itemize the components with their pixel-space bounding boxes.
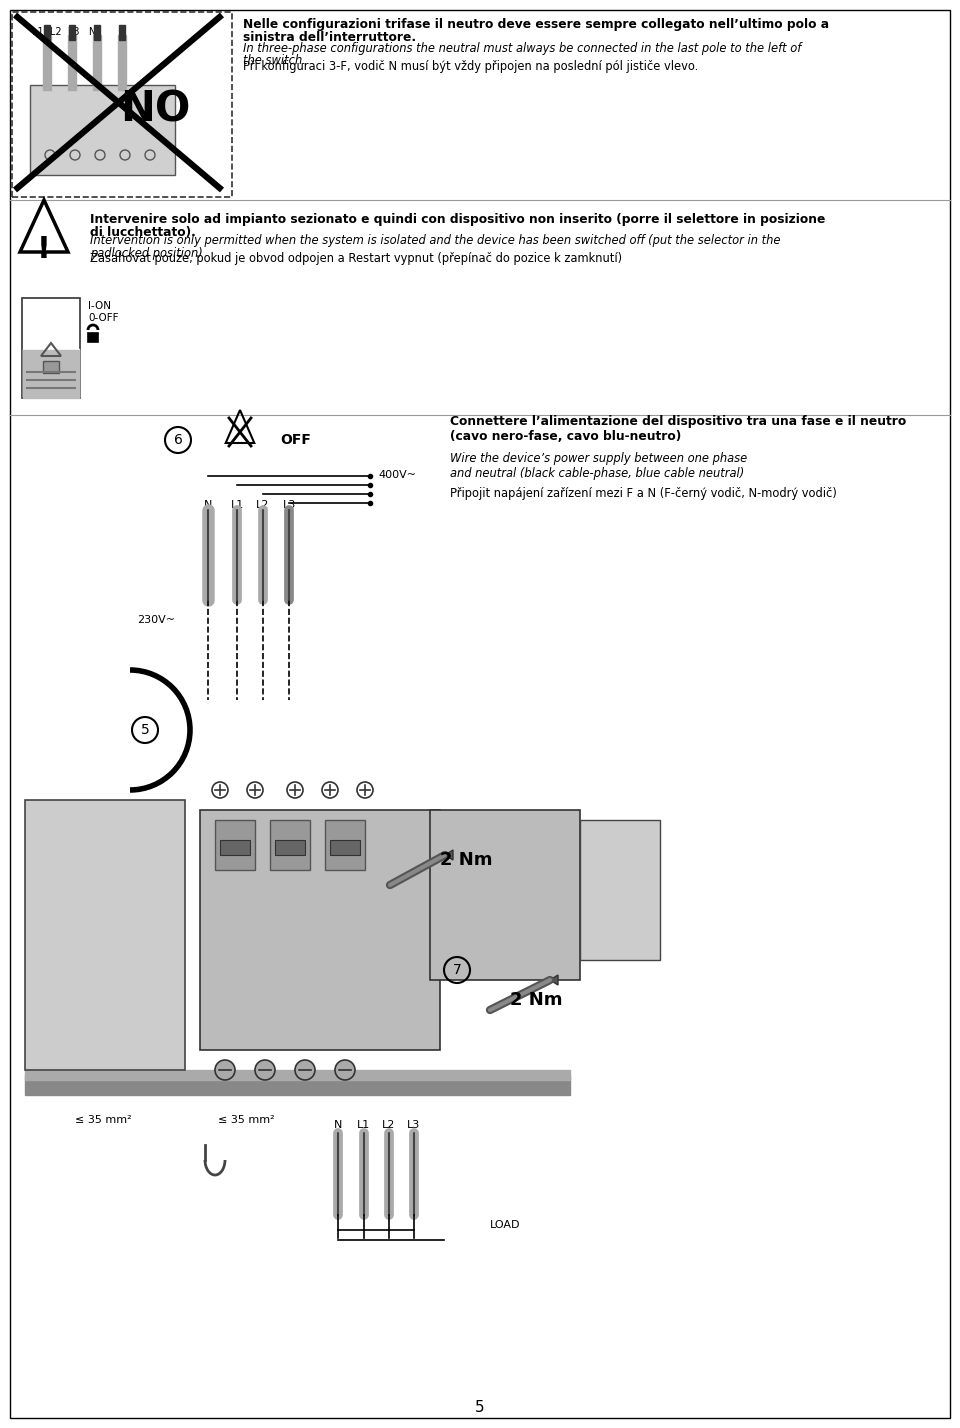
- Text: L3: L3: [282, 500, 296, 510]
- Text: 7: 7: [452, 962, 462, 977]
- Bar: [270, 820, 310, 870]
- Text: 2 Nm: 2 Nm: [440, 851, 492, 870]
- Circle shape: [215, 1060, 235, 1080]
- Bar: [43, 361, 59, 373]
- Text: 5: 5: [140, 723, 150, 737]
- Bar: [430, 810, 580, 980]
- Text: L1: L1: [357, 1120, 371, 1130]
- Bar: [68, 36, 76, 90]
- Text: 6: 6: [174, 433, 182, 447]
- Text: Intervention is only permitted when the system is isolated and the device has be: Intervention is only permitted when the …: [90, 234, 780, 247]
- Text: 0-OFF: 0-OFF: [88, 313, 118, 323]
- Text: the switch.: the switch.: [243, 54, 306, 67]
- Bar: [275, 840, 305, 855]
- Bar: [12, 11, 232, 197]
- Bar: [23, 348, 79, 397]
- Text: (cavo nero-fase, cavo blu-neutro): (cavo nero-fase, cavo blu-neutro): [450, 430, 682, 443]
- Bar: [23, 350, 79, 398]
- Text: sinistra dell’interruttore.: sinistra dell’interruttore.: [243, 31, 416, 44]
- Text: In three-phase configurations the neutral must always be connected in the last p: In three-phase configurations the neutra…: [243, 41, 802, 56]
- Bar: [118, 36, 126, 90]
- Text: OFF: OFF: [280, 433, 311, 447]
- Bar: [580, 820, 660, 960]
- Bar: [22, 298, 80, 398]
- Text: padlocked position): padlocked position): [90, 247, 203, 260]
- Circle shape: [335, 1060, 355, 1080]
- Text: N: N: [204, 500, 212, 510]
- Bar: [325, 820, 365, 870]
- Text: and neutral (black cable-phase, blue cable neutral): and neutral (black cable-phase, blue cab…: [450, 467, 744, 480]
- Circle shape: [255, 1060, 275, 1080]
- Text: N: N: [334, 1120, 342, 1130]
- Bar: [25, 1070, 570, 1080]
- Bar: [330, 840, 360, 855]
- Bar: [44, 26, 50, 40]
- Text: 230V~: 230V~: [137, 615, 175, 625]
- Text: Při konfiguraci 3-F, vodič N musí být vždy připojen na poslední pól jističe vlev: Při konfiguraci 3-F, vodič N musí být vž…: [243, 60, 698, 73]
- Text: LOAD: LOAD: [490, 1220, 520, 1230]
- Text: L1  L2  L3   N: L1 L2 L3 N: [32, 27, 96, 37]
- Bar: [220, 840, 250, 855]
- Bar: [88, 333, 98, 341]
- Bar: [200, 810, 440, 1050]
- Polygon shape: [550, 975, 558, 985]
- Text: Připojit napájení zařízení mezi F a N (F-černý vodič, N-modrý vodič): Připojit napájení zařízení mezi F a N (F…: [450, 487, 837, 500]
- Bar: [30, 86, 175, 176]
- Text: L2: L2: [382, 1120, 396, 1130]
- Text: di lucchettato).: di lucchettato).: [90, 226, 196, 238]
- Text: I-ON: I-ON: [88, 301, 111, 311]
- Bar: [69, 26, 75, 40]
- Text: Intervenire solo ad impianto sezionato e quindi con dispositivo non inserito (po: Intervenire solo ad impianto sezionato e…: [90, 213, 826, 226]
- Text: Zasahovat pouze, pokud je obvod odpojen a Restart vypnut (přepínač do pozice k z: Zasahovat pouze, pokud je obvod odpojen …: [90, 251, 622, 266]
- Bar: [25, 800, 185, 1070]
- Text: ≤ 35 mm²: ≤ 35 mm²: [75, 1115, 132, 1125]
- Text: L2: L2: [256, 500, 270, 510]
- Bar: [93, 36, 101, 90]
- Circle shape: [295, 1060, 315, 1080]
- Bar: [215, 820, 255, 870]
- Bar: [43, 36, 51, 90]
- Text: !: !: [37, 236, 51, 264]
- Bar: [25, 1075, 570, 1095]
- Polygon shape: [445, 850, 453, 860]
- Bar: [94, 26, 100, 40]
- Text: Wire the device’s power supply between one phase: Wire the device’s power supply between o…: [450, 453, 747, 466]
- Text: NO: NO: [120, 89, 190, 131]
- Bar: [119, 26, 125, 40]
- Text: 2 Nm: 2 Nm: [510, 991, 563, 1010]
- Text: 400V~: 400V~: [378, 470, 416, 480]
- Text: L1: L1: [230, 500, 244, 510]
- Text: Connettere l’alimentazione del dispositivo tra una fase e il neutro: Connettere l’alimentazione del dispositi…: [450, 416, 906, 428]
- Text: L3: L3: [407, 1120, 420, 1130]
- Text: 5: 5: [475, 1401, 485, 1415]
- Text: Nelle configurazioni trifase il neutro deve essere sempre collegato nell’ultimo : Nelle configurazioni trifase il neutro d…: [243, 19, 829, 31]
- Text: ≤ 35 mm²: ≤ 35 mm²: [218, 1115, 275, 1125]
